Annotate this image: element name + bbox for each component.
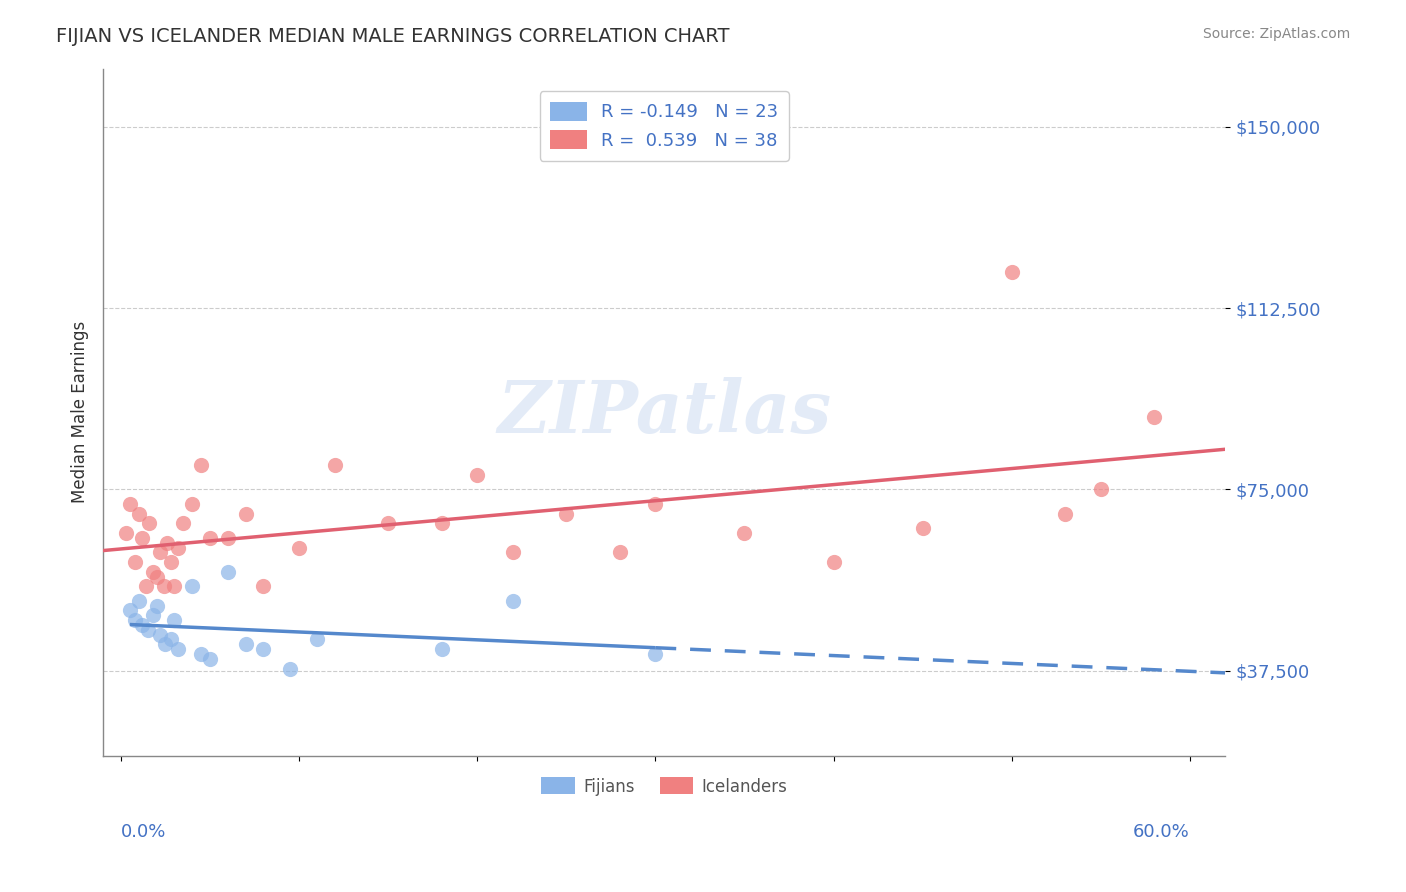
Icelanders xyxy=(217,531,239,545)
Fijians xyxy=(217,565,239,579)
Icelanders xyxy=(323,458,346,473)
Fijians xyxy=(181,579,204,593)
Icelanders xyxy=(733,526,755,541)
Icelanders xyxy=(118,497,141,511)
Text: FIJIAN VS ICELANDER MEDIAN MALE EARNINGS CORRELATION CHART: FIJIAN VS ICELANDER MEDIAN MALE EARNINGS… xyxy=(56,27,730,45)
Icelanders xyxy=(145,569,167,583)
Text: 0.0%: 0.0% xyxy=(121,823,166,841)
Icelanders xyxy=(124,555,146,569)
Fijians xyxy=(159,632,181,647)
Fijians xyxy=(163,613,186,627)
Icelanders xyxy=(502,545,524,559)
Icelanders xyxy=(142,565,165,579)
Fijians xyxy=(235,637,257,651)
Fijians xyxy=(198,652,221,666)
Fijians xyxy=(149,627,172,641)
Fijians xyxy=(644,647,666,661)
Icelanders xyxy=(252,579,274,593)
Icelanders xyxy=(1054,507,1077,521)
Icelanders xyxy=(609,545,631,559)
Icelanders xyxy=(1090,483,1112,497)
Fijians xyxy=(124,613,146,627)
Icelanders xyxy=(135,579,157,593)
Fijians xyxy=(305,632,328,647)
Fijians xyxy=(131,618,153,632)
Fijians xyxy=(142,608,165,623)
Fijians xyxy=(430,642,453,657)
Icelanders xyxy=(555,507,578,521)
Icelanders xyxy=(172,516,194,531)
Fijians xyxy=(136,623,159,637)
Icelanders xyxy=(131,531,153,545)
Y-axis label: Median Male Earnings: Median Male Earnings xyxy=(72,321,89,503)
Icelanders xyxy=(288,541,311,555)
Icelanders xyxy=(138,516,160,531)
Icelanders xyxy=(152,579,174,593)
Icelanders xyxy=(128,507,150,521)
Text: ZIPatlas: ZIPatlas xyxy=(498,376,831,448)
Icelanders xyxy=(430,516,453,531)
Icelanders xyxy=(465,467,488,482)
Icelanders xyxy=(823,555,845,569)
Fijians xyxy=(190,647,212,661)
Fijians xyxy=(167,642,190,657)
Icelanders xyxy=(156,535,179,549)
Icelanders xyxy=(149,545,172,559)
Icelanders xyxy=(1001,265,1024,279)
Legend: Fijians, Icelanders: Fijians, Icelanders xyxy=(534,771,794,802)
Icelanders xyxy=(115,526,138,541)
Text: 60.0%: 60.0% xyxy=(1133,823,1189,841)
Icelanders xyxy=(644,497,666,511)
Fijians xyxy=(145,599,167,613)
Icelanders xyxy=(911,521,934,535)
Icelanders xyxy=(198,531,221,545)
Fijians xyxy=(278,661,301,675)
Icelanders xyxy=(1143,409,1166,424)
Icelanders xyxy=(190,458,212,473)
Icelanders xyxy=(181,497,204,511)
Icelanders xyxy=(159,555,181,569)
Fijians xyxy=(155,637,177,651)
Fijians xyxy=(128,594,150,608)
Icelanders xyxy=(167,541,190,555)
Icelanders xyxy=(377,516,399,531)
Fijians xyxy=(118,603,141,617)
Text: Source: ZipAtlas.com: Source: ZipAtlas.com xyxy=(1202,27,1350,41)
Icelanders xyxy=(163,579,186,593)
Icelanders xyxy=(235,507,257,521)
Fijians xyxy=(502,594,524,608)
Fijians xyxy=(252,642,274,657)
